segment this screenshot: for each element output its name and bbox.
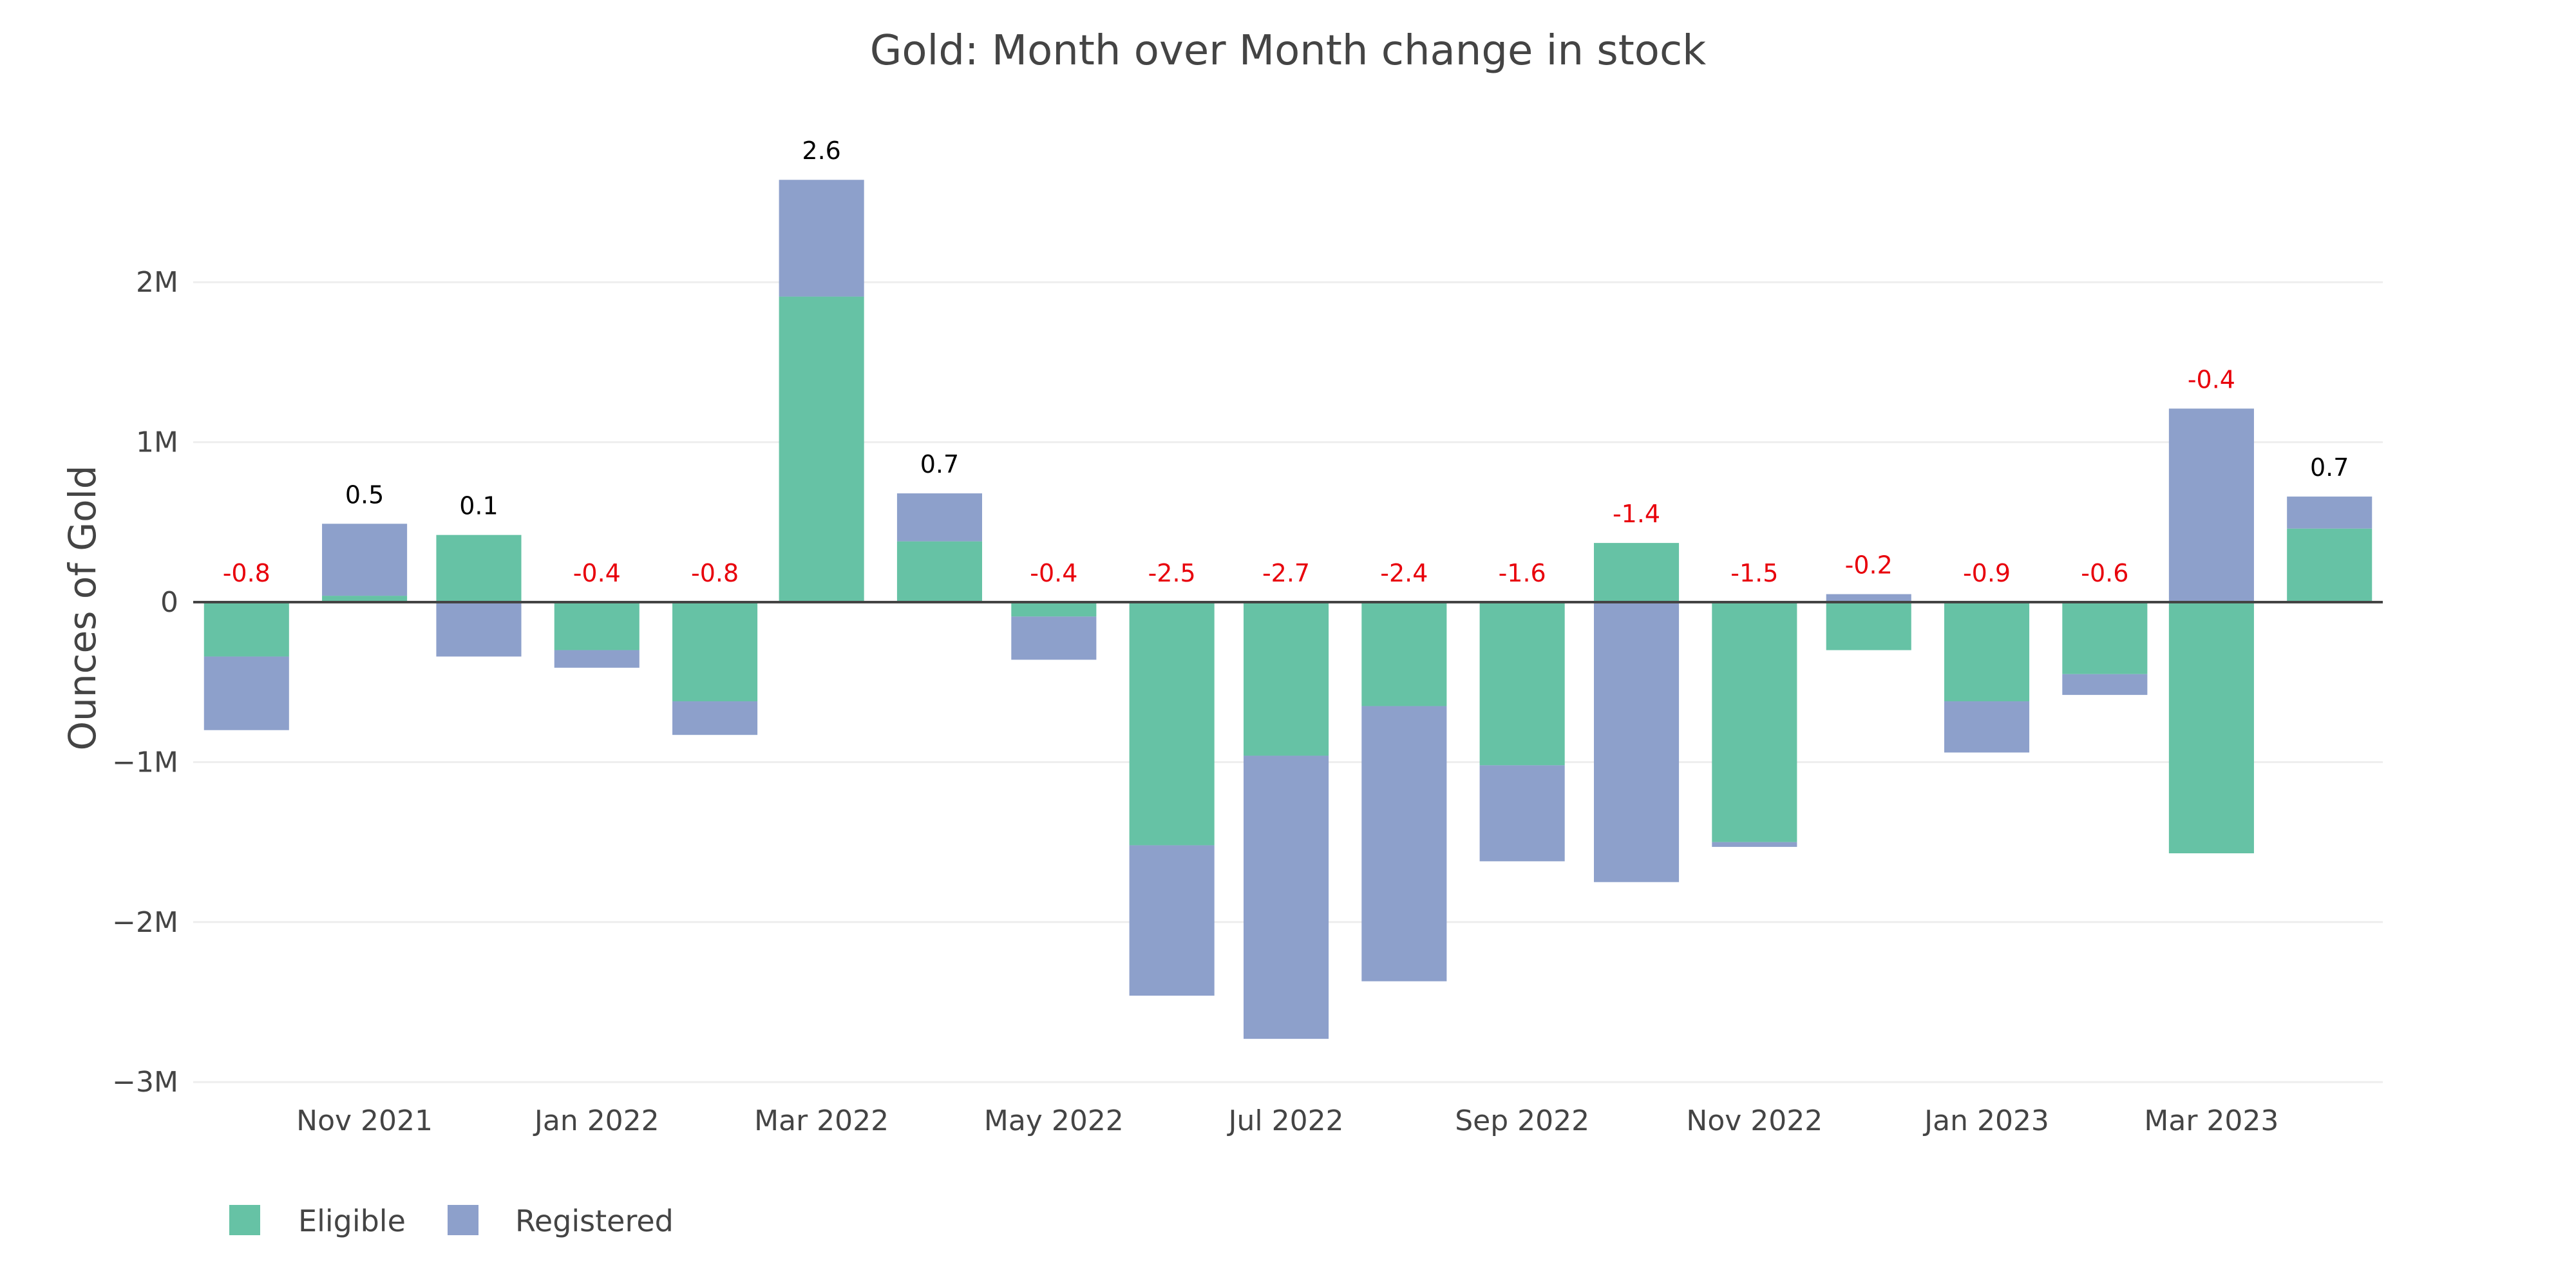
bar-total-label: -1.6 — [1499, 559, 1546, 587]
bar-total-label: 0.7 — [920, 450, 959, 478]
bar-total-label: -0.9 — [1963, 559, 2011, 587]
bar-total-label: -1.4 — [1613, 500, 1660, 528]
x-tick-label: Mar 2023 — [2144, 1104, 2278, 1137]
bar-registered[interactable] — [1594, 602, 1680, 882]
y-tick-label: 2M — [136, 266, 178, 299]
bar-eligible[interactable] — [2287, 528, 2372, 603]
bar-eligible[interactable] — [1361, 602, 1447, 706]
bar-eligible[interactable] — [1826, 602, 1911, 650]
bar-registered[interactable] — [672, 701, 758, 735]
bar-eligible[interactable] — [1712, 602, 1797, 842]
bar-eligible[interactable] — [896, 541, 982, 603]
y-tick-label: −2M — [112, 906, 178, 939]
x-tick-label: Jul 2022 — [1227, 1104, 1344, 1137]
x-axis-ticks: Nov 2021 Jan 2022 Mar 2022 May 2022 Jul 2022… — [296, 1104, 2278, 1137]
bar-total-label: 0.7 — [2310, 453, 2349, 482]
legend-swatch-registered — [448, 1205, 478, 1235]
bar-total-label: -0.4 — [573, 559, 621, 587]
bar-registered[interactable] — [779, 180, 864, 297]
legend-swatch-eligible — [229, 1205, 260, 1235]
y-tick-label: −1M — [112, 746, 178, 779]
bar-total-label: 2.6 — [802, 137, 840, 165]
bar-total-label: -2.4 — [1380, 559, 1428, 587]
x-tick-label: Jan 2022 — [533, 1104, 659, 1137]
bar-eligible[interactable] — [1479, 602, 1565, 766]
bar-eligible[interactable] — [554, 602, 639, 650]
bar-registered[interactable] — [554, 650, 639, 668]
bar-registered[interactable] — [436, 602, 522, 657]
y-tick-label: 1M — [136, 426, 178, 459]
legend-item-registered[interactable]: Registered — [448, 1204, 674, 1238]
legend-label-eligible: Eligible — [298, 1204, 406, 1238]
bar-eligible[interactable] — [1129, 602, 1215, 846]
chart-title: Gold: Month over Month change in stock — [870, 27, 1706, 75]
bar-eligible[interactable] — [672, 602, 758, 702]
bar-eligible[interactable] — [2168, 602, 2254, 853]
bar-registered[interactable] — [204, 656, 289, 730]
bar-registered[interactable] — [1361, 706, 1447, 981]
x-tick-label: Mar 2022 — [754, 1104, 889, 1137]
bar-total-label: -0.6 — [2081, 559, 2128, 587]
bar-registered[interactable] — [2168, 408, 2254, 603]
bar-eligible[interactable] — [1011, 602, 1097, 617]
bar-eligible[interactable] — [1944, 602, 2030, 702]
y-axis-title: Ounces of Gold — [61, 465, 104, 750]
bar-labels: -0.8 0.5 0.1 -0.4 -0.8 2.6 0.7 -0.4 -2.5 -2.7 -2.4… — [223, 137, 2349, 587]
bars — [204, 180, 2372, 1039]
bar-total-label: -2.5 — [1148, 559, 1196, 587]
y-axis-ticks: 2M 1M 0 −1M −2M −3M — [112, 266, 178, 1099]
bar-eligible[interactable] — [204, 602, 289, 657]
bar-registered[interactable] — [1944, 701, 2030, 753]
x-tick-label: Sep 2022 — [1455, 1104, 1589, 1137]
x-tick-label: May 2022 — [984, 1104, 1124, 1137]
bar-eligible[interactable] — [2062, 602, 2148, 674]
bar-eligible[interactable] — [436, 535, 522, 603]
bar-total-label: 0.5 — [345, 480, 384, 509]
bar-eligible[interactable] — [779, 296, 864, 603]
bar-eligible[interactable] — [1594, 543, 1680, 603]
x-tick-label: Nov 2022 — [1686, 1104, 1823, 1137]
bar-total-label: -0.2 — [1845, 551, 1893, 580]
bar-registered[interactable] — [1244, 755, 1329, 1039]
y-tick-label: 0 — [160, 586, 178, 619]
bar-registered[interactable] — [322, 524, 408, 596]
bar-registered[interactable] — [1712, 842, 1797, 848]
y-tick-label: −3M — [112, 1066, 178, 1099]
x-tick-label: Jan 2023 — [1922, 1104, 2049, 1137]
bar-total-label: -0.8 — [223, 559, 270, 587]
bar-total-label: -0.4 — [1030, 559, 1077, 587]
bar-eligible[interactable] — [322, 596, 408, 603]
bar-registered[interactable] — [1129, 845, 1215, 996]
legend-item-eligible[interactable]: Eligible — [229, 1204, 406, 1238]
bar-registered[interactable] — [896, 493, 982, 542]
bar-total-label: -1.5 — [1730, 559, 1778, 587]
bar-registered[interactable] — [1826, 594, 1911, 603]
bar-total-label: 0.1 — [459, 492, 498, 520]
legend: Eligible Registered — [229, 1204, 674, 1238]
legend-label-registered: Registered — [515, 1204, 674, 1238]
bar-registered[interactable] — [1011, 616, 1097, 660]
bar-registered[interactable] — [2287, 497, 2372, 529]
bar-registered[interactable] — [1479, 765, 1565, 862]
bar-registered[interactable] — [2062, 674, 2148, 696]
bar-total-label: -0.8 — [691, 559, 739, 587]
bar-eligible[interactable] — [1244, 602, 1329, 756]
bar-total-label: -0.4 — [2188, 365, 2235, 393]
bar-total-label: -2.7 — [1262, 559, 1310, 587]
x-tick-label: Nov 2021 — [296, 1104, 433, 1137]
